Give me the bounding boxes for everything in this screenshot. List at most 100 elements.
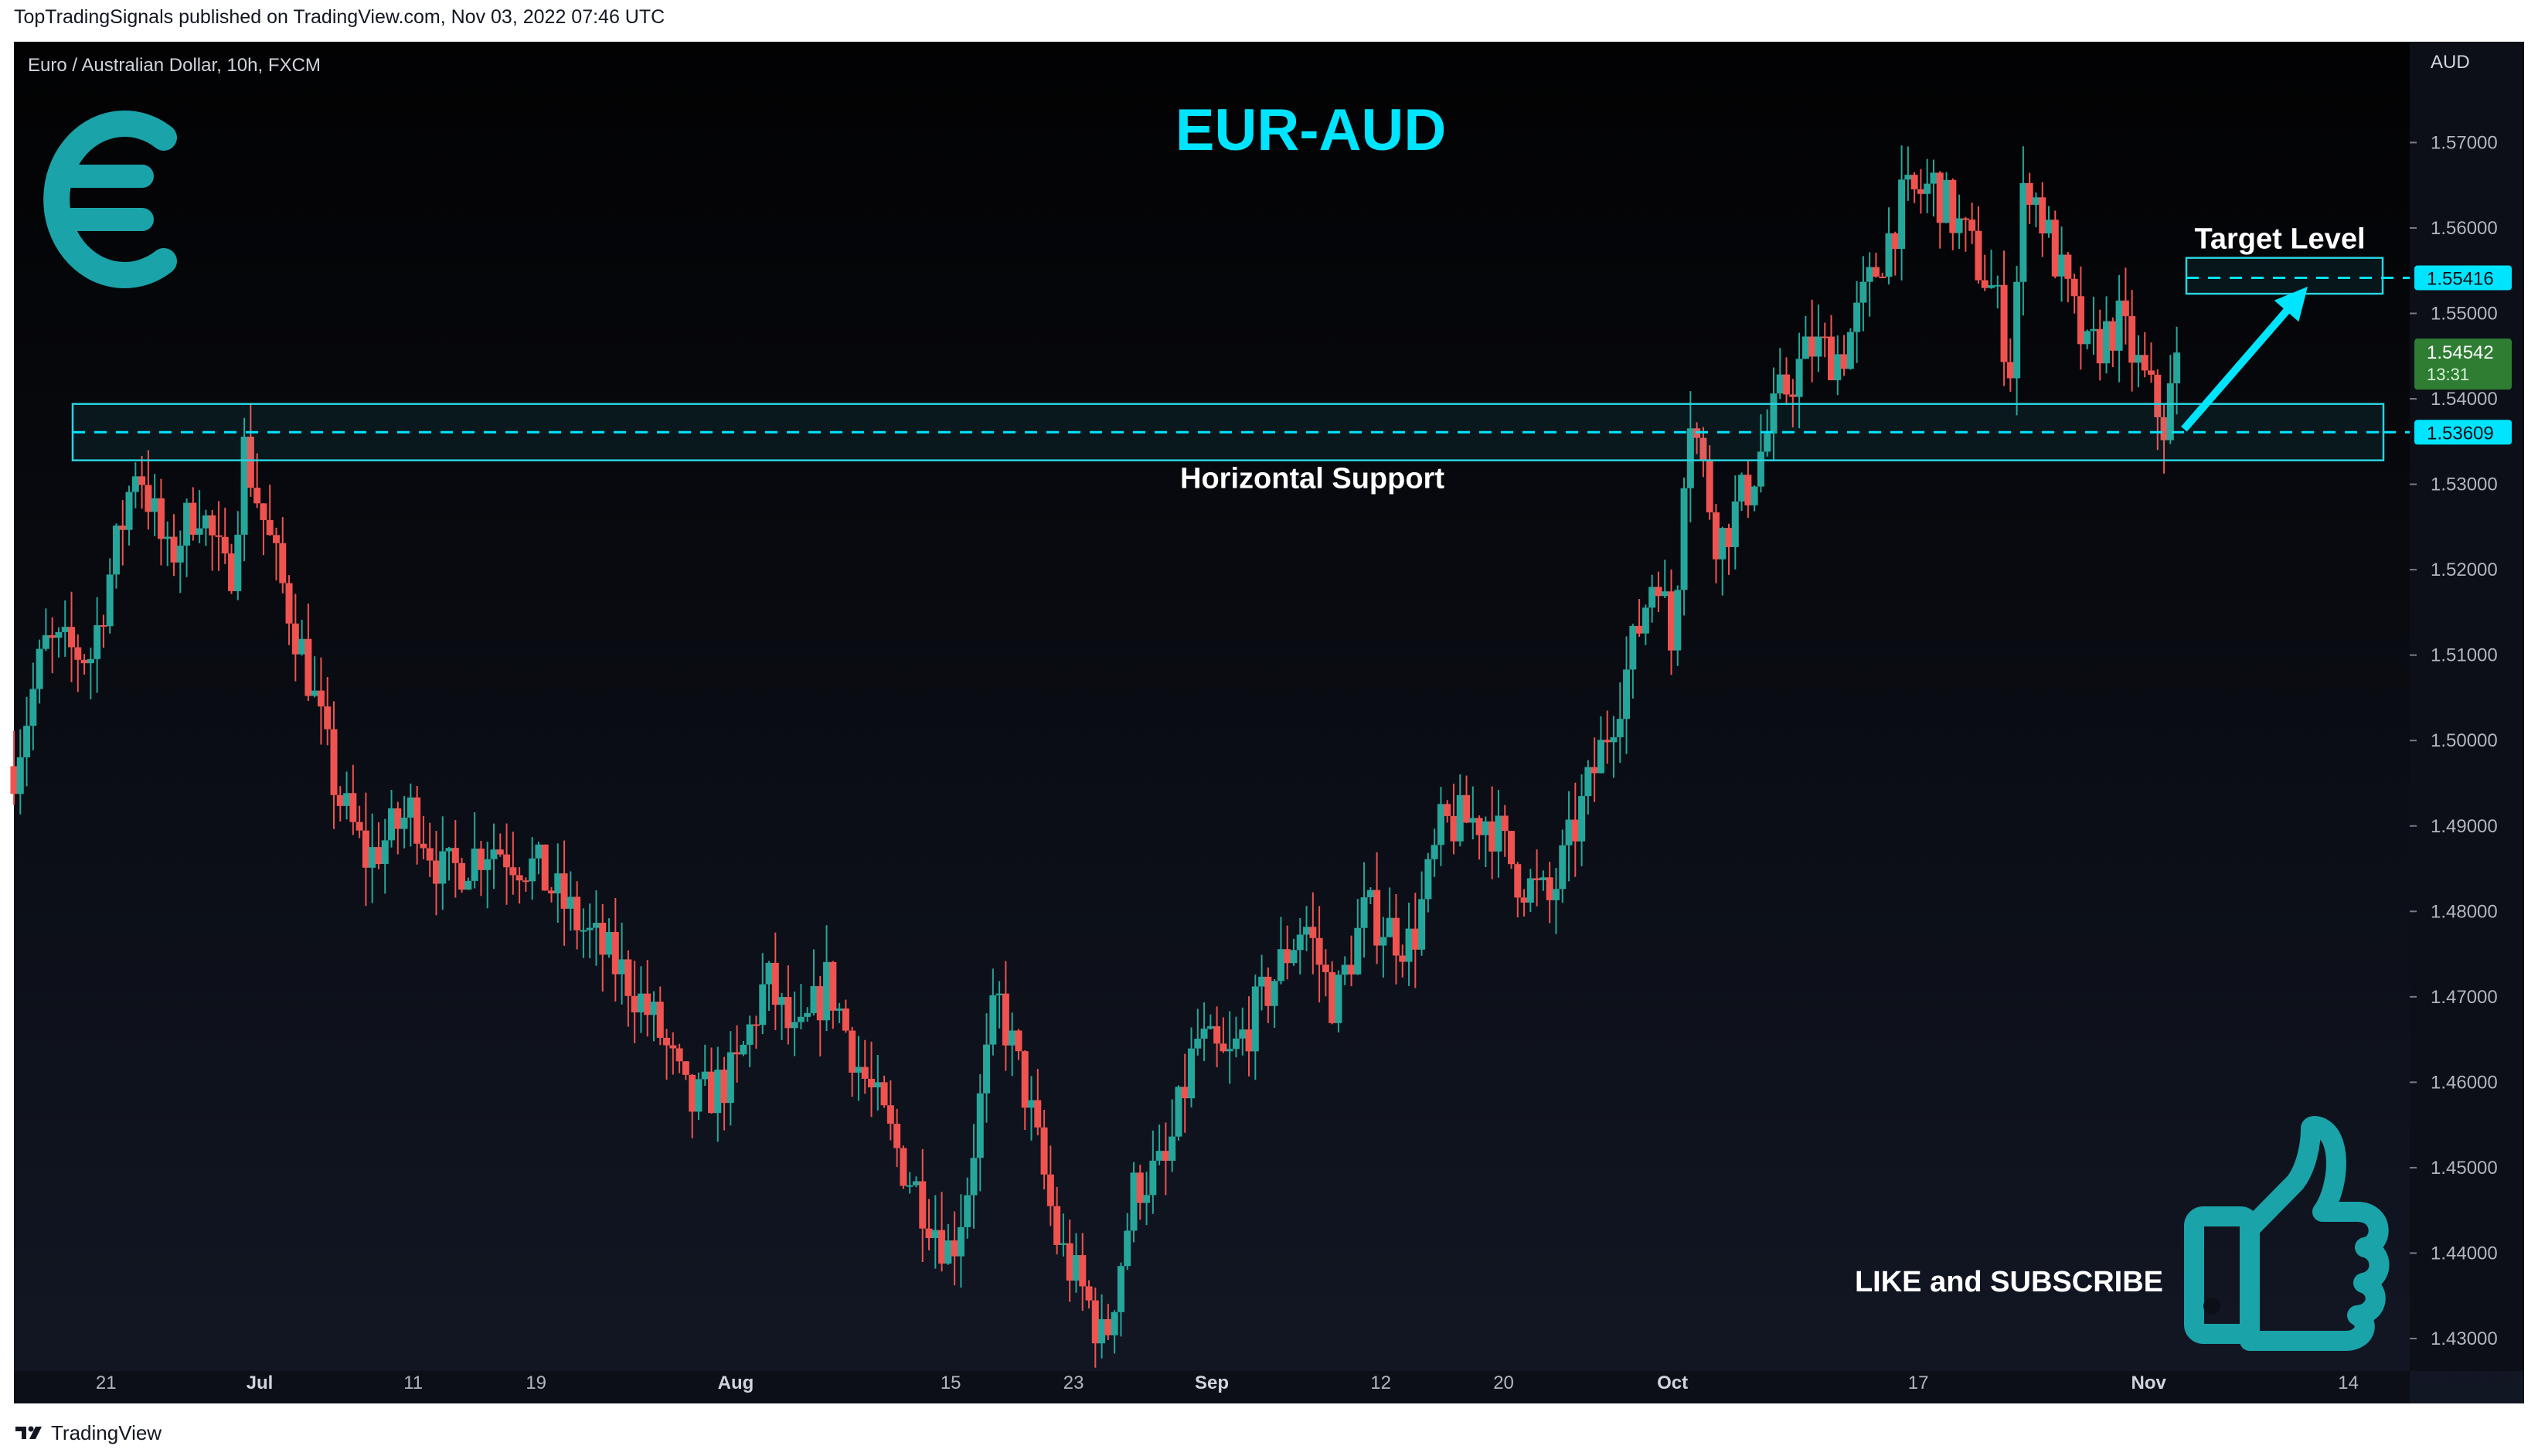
candle-body bbox=[1943, 179, 1951, 223]
candle-body bbox=[560, 873, 568, 909]
candle-body bbox=[1565, 819, 1573, 845]
candle-body bbox=[1034, 1100, 1042, 1128]
candle-body bbox=[1258, 976, 1266, 987]
candle-body bbox=[1859, 281, 1867, 303]
candle-body bbox=[125, 492, 133, 530]
candle-body bbox=[2064, 254, 2072, 279]
candle-body bbox=[1277, 949, 1284, 981]
candle-body bbox=[234, 534, 242, 591]
candle-body bbox=[228, 553, 236, 591]
candle-body bbox=[1783, 374, 1791, 395]
candle-body bbox=[471, 849, 478, 881]
candle-body bbox=[1200, 1028, 1208, 1039]
candle-body bbox=[689, 1074, 696, 1112]
tradingview-logo-icon[interactable] bbox=[14, 1424, 45, 1442]
candle-body bbox=[2103, 321, 2111, 364]
footer-brand[interactable]: TradingView bbox=[51, 1420, 162, 1444]
candle-body bbox=[55, 631, 63, 638]
candle-body bbox=[1597, 740, 1604, 774]
candle-body bbox=[1366, 890, 1374, 898]
candle-body bbox=[464, 880, 472, 890]
candle-body bbox=[291, 623, 299, 655]
candle-body bbox=[1188, 1048, 1196, 1099]
x-tick-label: 17 bbox=[1908, 1373, 1929, 1393]
candle-body bbox=[849, 1030, 856, 1073]
candle-body bbox=[925, 1228, 933, 1238]
candle-body bbox=[2026, 182, 2033, 206]
target-label: Target Level bbox=[2194, 223, 2365, 256]
candle-body bbox=[1015, 1030, 1022, 1052]
candle-body bbox=[1750, 486, 1758, 505]
candle-body bbox=[1271, 981, 1278, 1006]
candle-body bbox=[1373, 890, 1381, 946]
candle-body bbox=[1220, 1043, 1227, 1052]
candle-body bbox=[1686, 428, 1694, 488]
target-zone[interactable] bbox=[2185, 257, 2384, 295]
candle-body bbox=[1091, 1300, 1099, 1344]
candle-body bbox=[944, 1240, 952, 1264]
price-axis: 1.57000 1.56000 1.55000 1.54000 1.53000 1.520… bbox=[2410, 42, 2524, 1371]
candle-body bbox=[656, 1002, 664, 1038]
x-tick-label: 19 bbox=[526, 1373, 546, 1393]
candle-body bbox=[1206, 1026, 1214, 1029]
candle-body bbox=[1021, 1051, 1029, 1108]
y-tick-label: 1.47000 bbox=[2431, 987, 2498, 1008]
y-tick-label: 1.50000 bbox=[2431, 730, 2498, 751]
y-tick-label: 1.48000 bbox=[2431, 901, 2498, 922]
price-label: 1.55416 bbox=[2427, 269, 2494, 290]
candle-body bbox=[1482, 821, 1489, 835]
footer: TradingView bbox=[14, 1419, 162, 1447]
candle-body bbox=[1456, 794, 1464, 842]
candle-body bbox=[349, 793, 357, 822]
time-axis-bg[interactable] bbox=[14, 1371, 2410, 1403]
price-axis-bg[interactable] bbox=[2410, 42, 2524, 1371]
candle-body bbox=[823, 961, 831, 1021]
candle-body bbox=[477, 849, 485, 870]
candle-body bbox=[573, 896, 581, 930]
candle-body bbox=[2039, 197, 2046, 234]
candle-body bbox=[938, 1230, 946, 1264]
candle-body bbox=[1117, 1266, 1124, 1312]
candle-body bbox=[1060, 1243, 1067, 1245]
x-tick-label: Oct bbox=[1657, 1373, 1688, 1393]
candle-body bbox=[650, 1002, 658, 1015]
chart-background bbox=[14, 42, 2524, 1403]
candle-body bbox=[1821, 336, 1829, 338]
candle-body bbox=[266, 519, 274, 536]
symbol-label[interactable]: Euro / Australian Dollar, 10h, FXCM bbox=[28, 55, 321, 76]
candle-body bbox=[1795, 359, 1803, 397]
candle-body bbox=[1360, 897, 1368, 928]
candle-body bbox=[209, 515, 216, 536]
candle-body bbox=[2045, 219, 2053, 234]
candle-body bbox=[675, 1048, 683, 1062]
candle-body bbox=[1738, 475, 1746, 502]
candle-body bbox=[611, 931, 619, 975]
candle-body bbox=[1904, 175, 1912, 180]
thumbs-up-icon bbox=[2184, 1116, 2390, 1351]
candle-body bbox=[1284, 949, 1291, 964]
candle-body bbox=[1776, 374, 1784, 394]
candle-body bbox=[855, 1066, 862, 1073]
candle-body bbox=[1975, 230, 1982, 281]
candle-body bbox=[1968, 219, 1976, 231]
candle-body bbox=[644, 993, 652, 1015]
candle-body bbox=[695, 1079, 703, 1112]
candle-body bbox=[1648, 587, 1656, 608]
candle-body bbox=[989, 995, 997, 1045]
candle-body bbox=[637, 993, 645, 1012]
candle-body bbox=[1169, 1136, 1176, 1162]
candle-body bbox=[995, 993, 1003, 995]
candle-body bbox=[599, 923, 607, 955]
candle-body bbox=[874, 1082, 882, 1087]
candle-body bbox=[2019, 182, 2027, 282]
candle-body bbox=[356, 822, 363, 831]
candle-body bbox=[138, 476, 146, 485]
candle-body bbox=[784, 997, 792, 1029]
candle-body bbox=[880, 1082, 888, 1106]
candle-body bbox=[522, 880, 529, 883]
y-tick-label: 1.49000 bbox=[2431, 816, 2498, 837]
candle-body bbox=[701, 1071, 709, 1080]
candle-body bbox=[176, 546, 184, 563]
candle-body bbox=[2166, 383, 2174, 441]
candle-body bbox=[919, 1181, 927, 1229]
